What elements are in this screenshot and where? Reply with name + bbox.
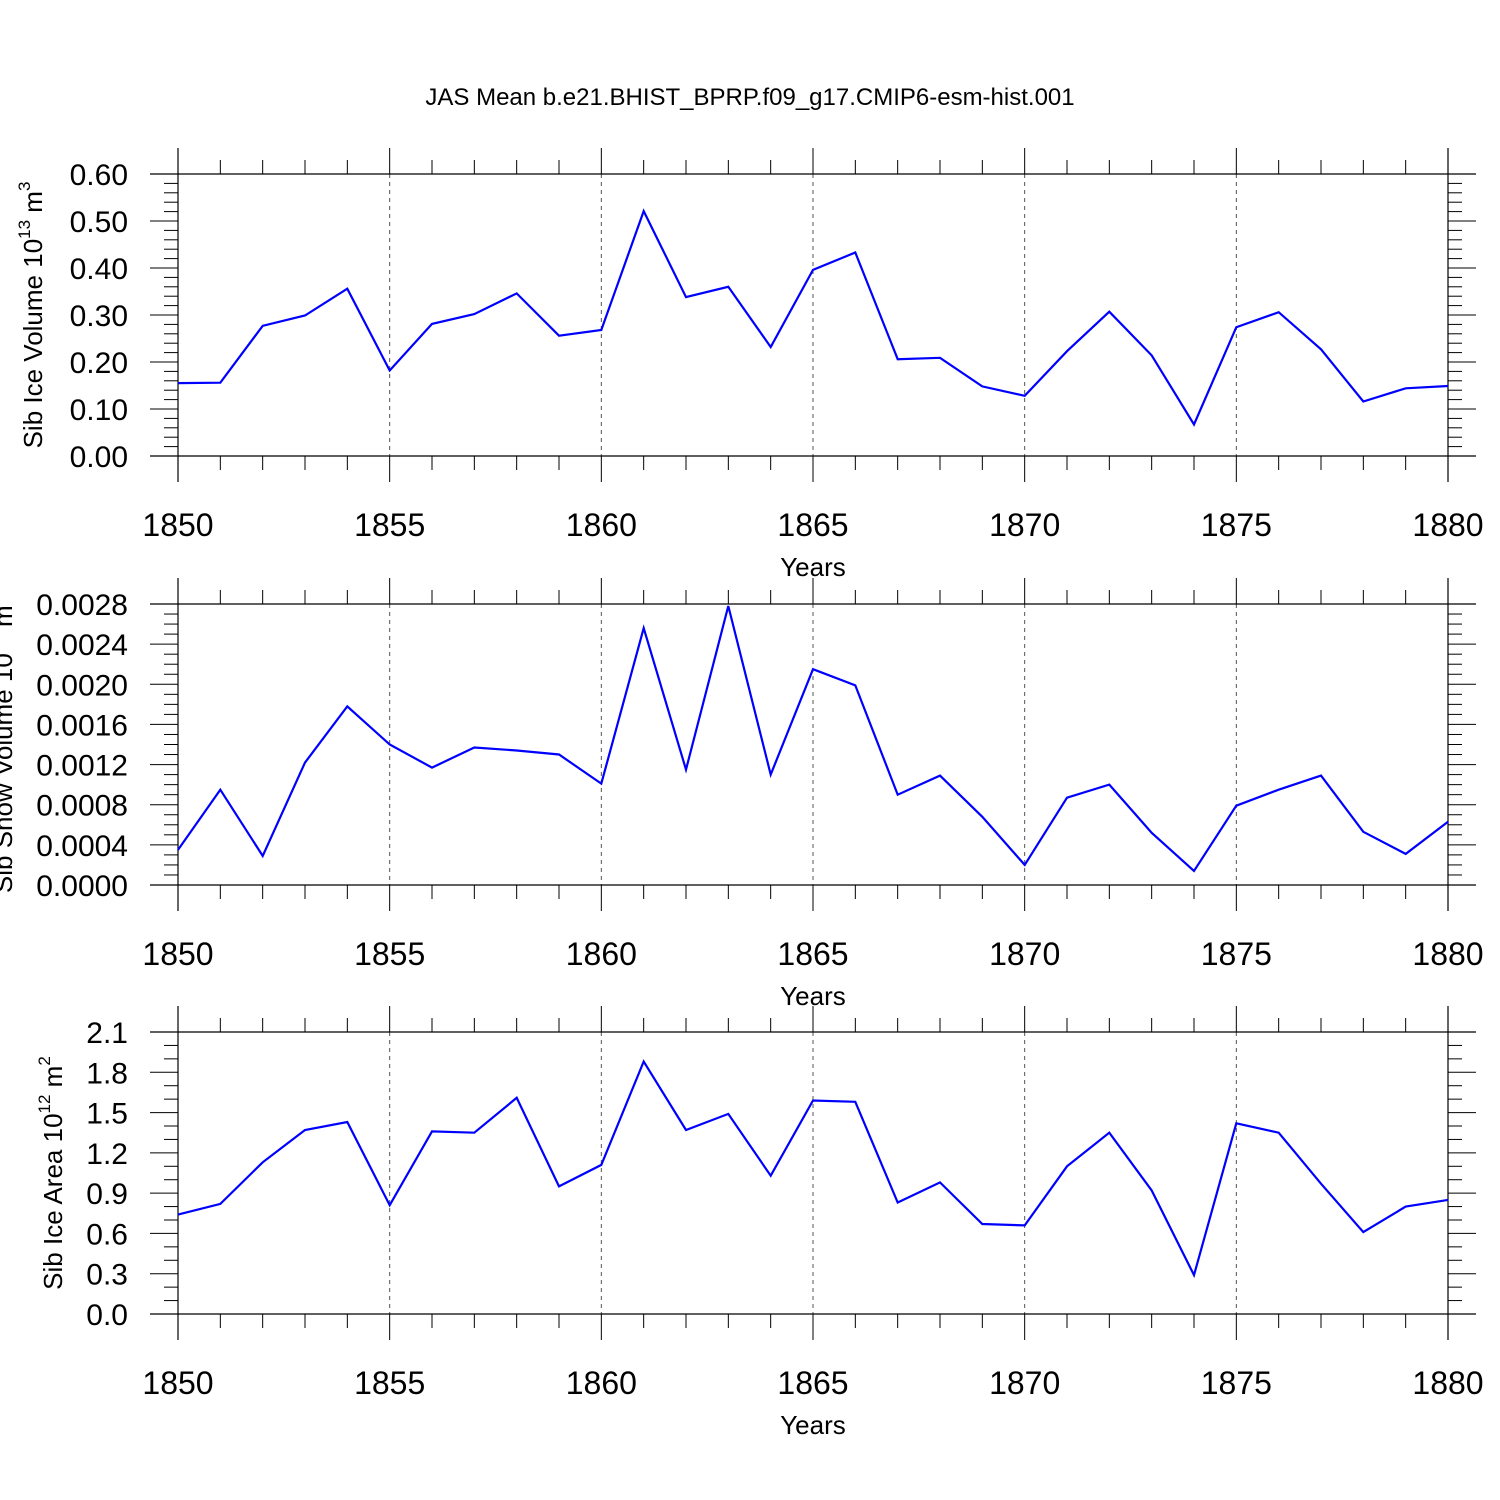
y-tick-label: 0.50	[70, 206, 128, 239]
x-tick-label: 1860	[566, 507, 637, 543]
x-tick-label: 1860	[566, 936, 637, 972]
x-tick-label: 1865	[777, 507, 848, 543]
y-tick-label: 0.0020	[36, 669, 128, 702]
x-tick-label: 1875	[1201, 507, 1272, 543]
x-tick-label: 1875	[1201, 936, 1272, 972]
x-tick-label: 1865	[777, 1365, 848, 1401]
chart-panel-2: 0.0000 0.0004 0.0008 0.0012 0.0016 0.0020 0.00…	[0, 578, 1484, 1011]
y-tick-label: 0.6	[86, 1218, 128, 1251]
x-tick-label: 1870	[989, 936, 1060, 972]
y-tick-label: 0.0000	[36, 870, 128, 903]
x-tick-label: 1855	[354, 1365, 425, 1401]
figure-title: JAS Mean b.e21.BHIST_BPRP.f09_g17.CMIP6-…	[425, 84, 1075, 111]
y-tick-label: 0.40	[70, 253, 128, 286]
y-tick-label: 0.00	[70, 441, 128, 474]
y-tick-label: 1.5	[86, 1098, 128, 1131]
x-tick-label: 1860	[566, 1365, 637, 1401]
series-line	[177, 208, 1449, 427]
x-tick-label: 1880	[1412, 936, 1483, 972]
y-tick-label: 0.0004	[36, 830, 128, 863]
y-tick-label: 0.0008	[36, 790, 128, 823]
x-tick-label: 1850	[142, 507, 213, 543]
y-tick-label: 0.3	[86, 1259, 128, 1292]
y-tick-label: 0.30	[70, 300, 128, 333]
chart-panel-3: 0.0 0.3 0.6 0.9 1.2 1.5 1.8 2.1 1850 1855 1860 1865…	[35, 1006, 1484, 1440]
y-tick-label: 1.8	[86, 1057, 128, 1090]
y-tick-label: 0.9	[86, 1178, 128, 1211]
y-tick-label: 0.10	[70, 394, 128, 427]
y-tick-label: 0.20	[70, 347, 128, 380]
y-axis-label: Sib Ice Area 1012 m2	[35, 1056, 68, 1290]
x-axis-label: Years	[780, 1410, 846, 1440]
y-axis-label: Sib Ice Volume 1013 m3	[15, 182, 48, 449]
chart-panel-1: 0.00 0.10 0.20 0.30 0.40 0.50 0.60 1850 1855 1860…	[15, 148, 1484, 582]
x-tick-label: 1875	[1201, 1365, 1272, 1401]
x-tick-label: 1850	[142, 936, 213, 972]
x-tick-label: 1850	[142, 1365, 213, 1401]
y-tick-label: 0.60	[70, 159, 128, 192]
y-axis-label: Sib Snow Volume 1013 m3	[0, 596, 18, 893]
y-tick-label: 1.2	[86, 1138, 128, 1171]
x-tick-label: 1880	[1412, 1365, 1483, 1401]
x-tick-label: 1855	[354, 507, 425, 543]
y-tick-label: 0.0016	[36, 709, 128, 742]
y-tick-label: 2.1	[86, 1017, 128, 1050]
x-tick-label: 1855	[354, 936, 425, 972]
series-line	[177, 1059, 1449, 1279]
y-tick-label: 0.0024	[36, 629, 128, 662]
y-tick-label: 0.0012	[36, 750, 128, 783]
y-tick-label: 0.0	[86, 1299, 128, 1332]
x-tick-label: 1870	[989, 1365, 1060, 1401]
y-tick-label: 0.0028	[36, 589, 128, 622]
x-tick-label: 1865	[777, 936, 848, 972]
series-line	[177, 605, 1449, 873]
x-axis-label: Years	[780, 552, 846, 582]
x-tick-label: 1880	[1412, 507, 1483, 543]
x-tick-label: 1870	[989, 507, 1060, 543]
